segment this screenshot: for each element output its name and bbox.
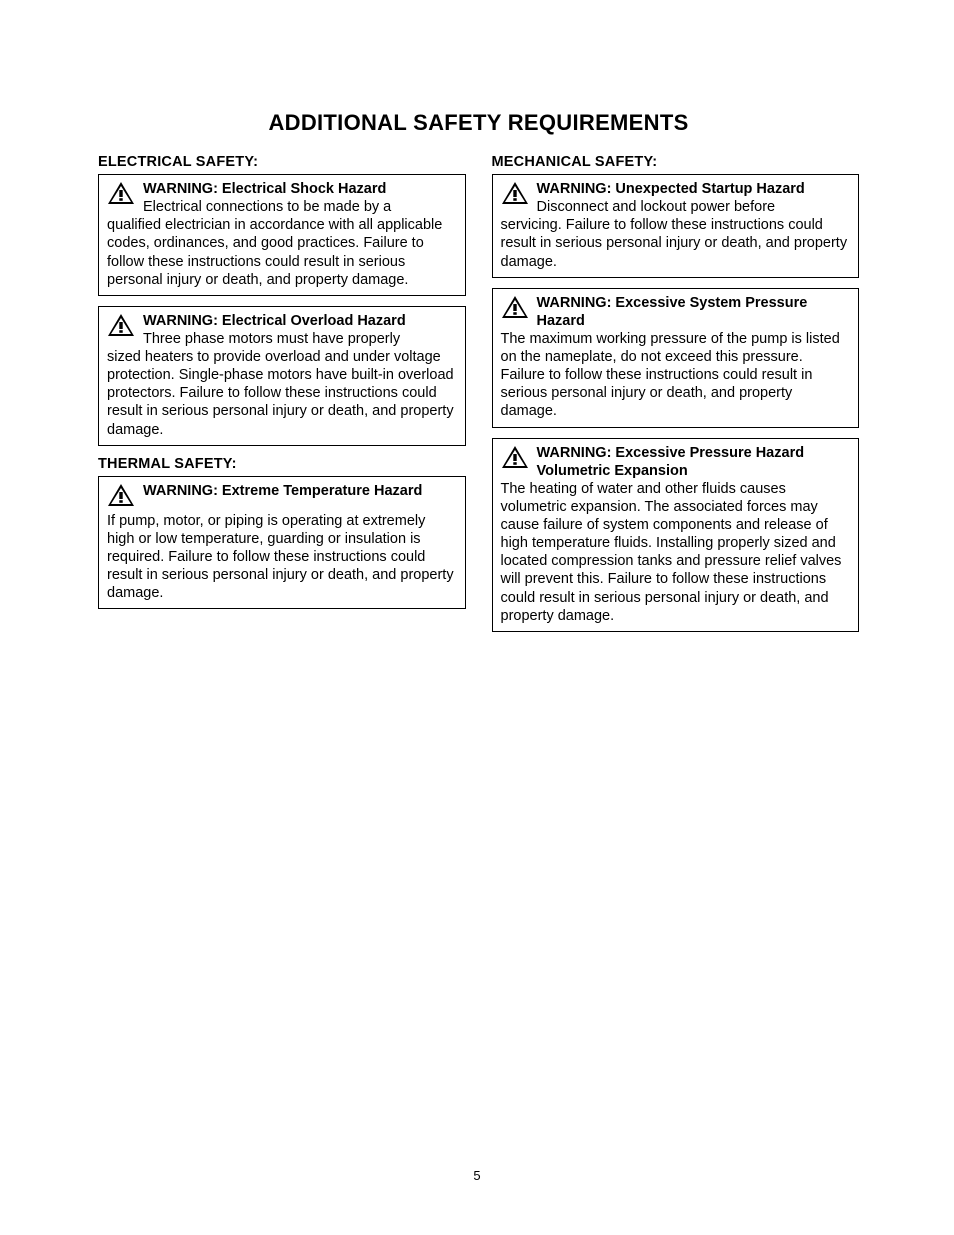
warning-title: WARNING: Extreme Temperature Hazard bbox=[143, 483, 422, 499]
warning-box-electrical-shock: WARNING: Electrical Shock Hazard Electri… bbox=[98, 174, 466, 296]
warning-title: WARNING: Excessive System Pressure Hazar… bbox=[537, 295, 808, 329]
warning-lead: Three phase motors must have properly bbox=[143, 331, 400, 347]
warning-icon bbox=[107, 313, 135, 342]
warning-lead: Disconnect and lockout power before bbox=[537, 199, 776, 215]
section-heading-electrical: ELECTRICAL SAFETY: bbox=[98, 154, 466, 170]
warning-title: WARNING: Unexpected Startup Hazard bbox=[537, 181, 805, 197]
warning-text: The maximum working pressure of the pump… bbox=[501, 330, 851, 421]
warning-text: The heating of water and other fluids ca… bbox=[501, 480, 851, 625]
warning-box-extreme-temperature: WARNING: Extreme Temperature Hazard If p… bbox=[98, 476, 466, 610]
page-title: ADDITIONAL SAFETY REQUIREMENTS bbox=[98, 110, 859, 136]
warning-title: WARNING: Electrical Shock Hazard bbox=[143, 181, 386, 197]
section-heading-mechanical: MECHANICAL SAFETY: bbox=[492, 154, 860, 170]
warning-icon bbox=[501, 181, 529, 210]
two-column-layout: ELECTRICAL SAFETY: WARNING: Electrical S… bbox=[98, 154, 859, 642]
warning-icon bbox=[107, 483, 135, 512]
warning-title: WARNING: Electrical Overload Hazard bbox=[143, 313, 406, 329]
warning-icon bbox=[501, 445, 529, 474]
page: ADDITIONAL SAFETY REQUIREMENTS ELECTRICA… bbox=[0, 0, 954, 682]
warning-text: If pump, motor, or piping is operating a… bbox=[107, 512, 457, 603]
warning-box-electrical-overload: WARNING: Electrical Overload Hazard Thre… bbox=[98, 306, 466, 446]
warning-title: WARNING: Excessive Pressure Hazard Volum… bbox=[537, 445, 805, 479]
warning-box-unexpected-startup: WARNING: Unexpected Startup Hazard Disco… bbox=[492, 174, 860, 278]
warning-lead: Electrical connections to be made by a bbox=[143, 199, 391, 215]
page-number: 5 bbox=[0, 1168, 954, 1183]
left-column: ELECTRICAL SAFETY: WARNING: Electrical S… bbox=[98, 154, 466, 642]
warning-text: qualified electrician in accordance with… bbox=[107, 216, 457, 289]
warning-icon bbox=[501, 295, 529, 324]
warning-text: servicing. Failure to follow these instr… bbox=[501, 216, 851, 270]
warning-box-excessive-system-pressure: WARNING: Excessive System Pressure Hazar… bbox=[492, 288, 860, 428]
warning-icon bbox=[107, 181, 135, 210]
right-column: MECHANICAL SAFETY: WARNING: Unexpected S… bbox=[492, 154, 860, 642]
warning-box-excessive-pressure-volumetric: WARNING: Excessive Pressure Hazard Volum… bbox=[492, 438, 860, 632]
section-heading-thermal: THERMAL SAFETY: bbox=[98, 456, 466, 472]
warning-text: sized heaters to provide overload and un… bbox=[107, 348, 457, 439]
